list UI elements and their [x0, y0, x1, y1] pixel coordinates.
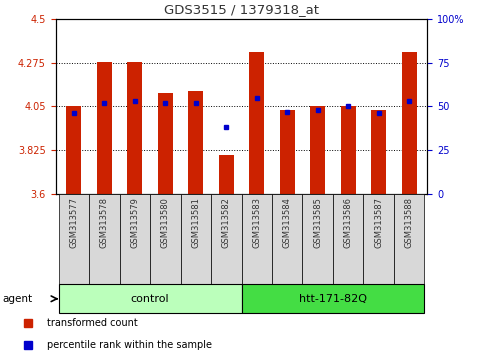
- Text: GSM313587: GSM313587: [374, 197, 383, 248]
- Text: GSM313583: GSM313583: [252, 197, 261, 248]
- Bar: [310, 106, 326, 194]
- Text: GSM313579: GSM313579: [130, 197, 139, 247]
- Bar: [341, 106, 356, 194]
- Bar: [188, 91, 203, 194]
- Bar: [66, 106, 82, 194]
- Title: GDS3515 / 1379318_at: GDS3515 / 1379318_at: [164, 3, 319, 16]
- Bar: [97, 62, 112, 194]
- Text: transformed count: transformed count: [47, 319, 138, 329]
- Text: GSM313582: GSM313582: [222, 197, 231, 247]
- Bar: [371, 110, 386, 194]
- Bar: [401, 52, 417, 194]
- Bar: [120, 194, 150, 284]
- Bar: [363, 194, 394, 284]
- Bar: [280, 110, 295, 194]
- Bar: [58, 284, 242, 313]
- Bar: [302, 194, 333, 284]
- Bar: [333, 194, 363, 284]
- Bar: [150, 194, 181, 284]
- Text: agent: agent: [2, 294, 32, 304]
- Text: GSM313585: GSM313585: [313, 197, 322, 247]
- Bar: [181, 194, 211, 284]
- Bar: [58, 194, 89, 284]
- Text: GSM313578: GSM313578: [100, 197, 109, 248]
- Text: GSM313580: GSM313580: [161, 197, 170, 247]
- Bar: [89, 194, 120, 284]
- Text: percentile rank within the sample: percentile rank within the sample: [47, 340, 212, 350]
- Bar: [242, 284, 425, 313]
- Text: GSM313584: GSM313584: [283, 197, 292, 247]
- Bar: [211, 194, 242, 284]
- Bar: [219, 155, 234, 194]
- Text: GSM313581: GSM313581: [191, 197, 200, 247]
- Bar: [127, 62, 142, 194]
- Text: GSM313577: GSM313577: [70, 197, 78, 248]
- Bar: [242, 194, 272, 284]
- Bar: [394, 194, 425, 284]
- Text: GSM313586: GSM313586: [344, 197, 353, 248]
- Bar: [249, 52, 264, 194]
- Text: htt-171-82Q: htt-171-82Q: [299, 294, 367, 304]
- Bar: [157, 93, 173, 194]
- Text: control: control: [131, 294, 170, 304]
- Text: GSM313588: GSM313588: [405, 197, 413, 248]
- Bar: [272, 194, 302, 284]
